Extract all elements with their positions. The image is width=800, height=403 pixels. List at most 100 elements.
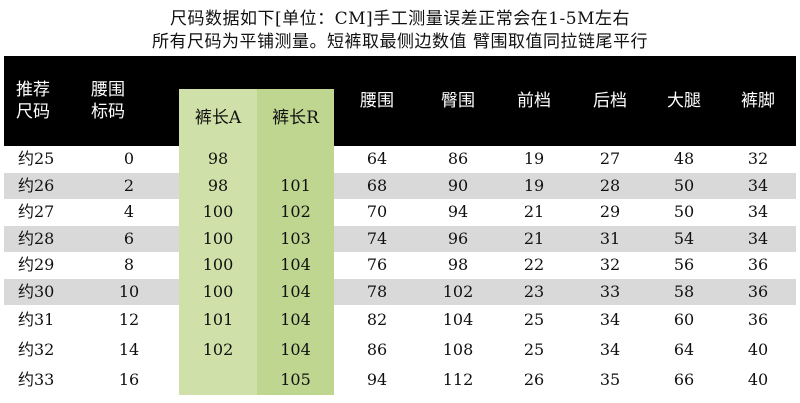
- header-back-rise: 后档: [572, 56, 648, 146]
- cell-length-r: 105: [257, 365, 334, 395]
- table-row: 约26 2 98 101 68 90 19 28 50 34: [4, 172, 796, 199]
- cell-back-rise: 33: [572, 278, 648, 305]
- header-thigh: 大腿: [648, 56, 720, 146]
- header-row: 推荐 尺码 腰围 标码 裤长A 裤长R 腰围 臀围 前档 后档 大腿 裤脚: [4, 56, 796, 146]
- cell-thigh: 48: [673, 149, 695, 169]
- cell-thigh: 58: [648, 278, 720, 305]
- cell-length-a: 100: [179, 225, 257, 252]
- header-front-rise: 前档: [496, 56, 572, 146]
- cell-back-rise: 34: [599, 310, 621, 329]
- cell-hip: 98: [447, 255, 469, 275]
- size-table: 推荐 尺码 腰围 标码 裤长A 裤长R 腰围 臀围 前档 后档 大腿 裤脚: [4, 56, 796, 395]
- cell-length-r: [257, 146, 334, 173]
- header-waist: 腰围: [334, 56, 420, 146]
- cell-hip: 90: [420, 172, 496, 199]
- cell-size: 约32: [18, 340, 55, 359]
- cell-front-rise: 25: [523, 310, 545, 329]
- cell-label: 6: [79, 225, 179, 252]
- cell-front-rise: 21: [496, 225, 572, 252]
- cell-size: 约26: [4, 172, 79, 199]
- cell-size: 约29: [18, 255, 55, 275]
- table-row: 约31 12 101 104 82 104 25 34 60 36: [4, 305, 796, 335]
- cell-length-r: 104: [257, 305, 334, 335]
- cell-back-rise: 31: [572, 225, 648, 252]
- cell-label: 16: [118, 370, 140, 389]
- cell-label: 2: [79, 172, 179, 199]
- note-line-2: 所有尺码为平铺测量。短裤取最侧边数值 臂围取值同拉链尾平行: [152, 32, 648, 52]
- cell-hem: 34: [747, 202, 769, 222]
- header-waist-label-size: 腰围 标码: [79, 56, 179, 146]
- header-hem: 裤脚: [720, 56, 796, 146]
- cell-label: 10: [79, 278, 179, 305]
- cell-waist: 74: [334, 225, 420, 252]
- cell-thigh: 50: [648, 172, 720, 199]
- cell-waist: 94: [366, 370, 388, 389]
- cell-thigh: 50: [673, 202, 695, 222]
- cell-back-rise: 35: [599, 370, 621, 389]
- cell-back-rise: 34: [599, 340, 621, 359]
- table-row: 约28 6 100 103 74 96 21 31 54 34: [4, 225, 796, 252]
- table-row: 约29 8 100 104 76 98 22 32 56 36: [4, 252, 796, 279]
- cell-size: 约31: [18, 310, 55, 329]
- cell-back-rise: 28: [572, 172, 648, 199]
- cell-thigh: 56: [673, 255, 695, 275]
- cell-length-r: 101: [257, 172, 334, 199]
- cell-length-a: 100: [179, 278, 257, 305]
- cell-length-r: 104: [257, 278, 334, 305]
- cell-hem: 32: [747, 149, 769, 169]
- header-length-r: 裤长R: [257, 56, 334, 146]
- cell-label: 0: [123, 149, 135, 169]
- cell-front-rise: 25: [523, 340, 545, 359]
- cell-label: 12: [118, 310, 140, 329]
- cell-hip: 104: [442, 310, 474, 329]
- cell-size: 约27: [18, 202, 55, 222]
- cell-front-rise: 26: [523, 370, 545, 389]
- cell-hip: 102: [420, 278, 496, 305]
- cell-length-r: 104: [257, 335, 334, 365]
- cell-length-a: 98: [179, 172, 257, 199]
- cell-front-rise: 22: [523, 255, 545, 275]
- cell-thigh: 66: [673, 370, 695, 389]
- cell-hip: 112: [442, 370, 474, 389]
- cell-waist: 64: [366, 149, 388, 169]
- cell-length-a: 101: [179, 305, 257, 335]
- cell-hip: 94: [447, 202, 469, 222]
- table-row: 约25 0 98 64 86 19 27 48 32: [4, 146, 796, 173]
- cell-waist: 68: [334, 172, 420, 199]
- table-row: 约30 10 100 104 78 102 23 33 58 36: [4, 278, 796, 305]
- cell-front-rise: 23: [496, 278, 572, 305]
- note-line-1: 尺码数据如下[单位：CM]手工测量误差正常会在1-5M左右: [170, 9, 630, 29]
- cell-waist: 82: [366, 310, 388, 329]
- measurement-notes: 尺码数据如下[单位：CM]手工测量误差正常会在1-5M左右 所有尺码为平铺测量。…: [0, 8, 800, 54]
- cell-thigh: 54: [648, 225, 720, 252]
- cell-waist: 78: [334, 278, 420, 305]
- cell-label: 14: [118, 340, 140, 359]
- table-row: 约33 16 105 94 112 26 35 66 40: [4, 365, 796, 395]
- cell-front-rise: 21: [523, 202, 545, 222]
- cell-back-rise: 29: [599, 202, 621, 222]
- cell-thigh: 60: [673, 310, 695, 329]
- cell-length-a: 98: [179, 146, 257, 173]
- cell-back-rise: 27: [599, 149, 621, 169]
- cell-length-a: 102: [179, 335, 257, 365]
- cell-label: 8: [123, 255, 135, 275]
- table-row: 约32 14 102 104 86 108 25 34 64 40: [4, 335, 796, 365]
- cell-front-rise: 19: [523, 149, 545, 169]
- cell-length-r: 102: [257, 199, 334, 226]
- cell-front-rise: 19: [496, 172, 572, 199]
- header-length-a: 裤长A: [179, 56, 257, 146]
- cell-hem: 40: [747, 370, 769, 389]
- cell-length-a: 100: [179, 252, 257, 279]
- cell-hem: 34: [720, 172, 796, 199]
- cell-size: 约25: [18, 149, 55, 169]
- cell-hem: 34: [720, 225, 796, 252]
- cell-length-r: 104: [257, 252, 334, 279]
- cell-hem: 36: [720, 278, 796, 305]
- table-row: 约27 4 100 102 70 94 21 29 50 34: [4, 199, 796, 226]
- cell-hem: 36: [747, 255, 769, 275]
- cell-length-a: 100: [179, 199, 257, 226]
- cell-waist: 86: [366, 340, 388, 359]
- cell-hem: 36: [747, 310, 769, 329]
- cell-size: 约33: [18, 370, 55, 389]
